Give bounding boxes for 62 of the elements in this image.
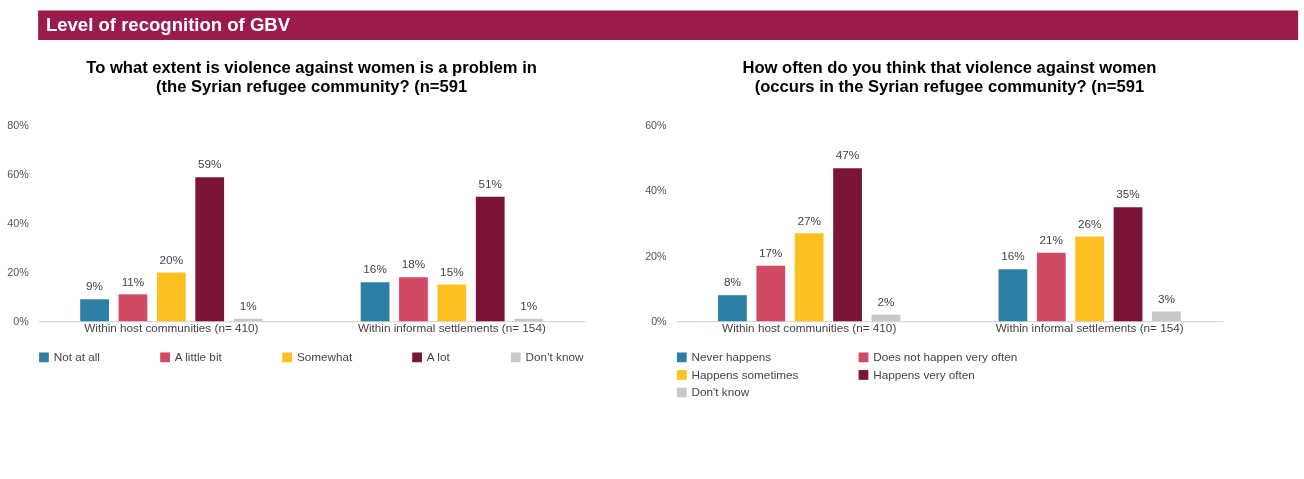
bar bbox=[998, 269, 1028, 322]
x-tick-label: Within host communities (n= 410) bbox=[722, 321, 897, 335]
legend-label: Don’t know bbox=[525, 350, 585, 364]
data-label: 59% bbox=[197, 157, 222, 171]
x-tick-label: Within host communities (n= 410) bbox=[84, 321, 259, 335]
legend-label: Does not happen very often bbox=[873, 350, 1018, 364]
y-tick-label: 60% bbox=[7, 168, 30, 181]
y-tick-label: 40% bbox=[7, 216, 30, 229]
bar bbox=[80, 299, 109, 322]
bar bbox=[399, 277, 428, 322]
data-label: 47% bbox=[835, 148, 860, 162]
legend-label: Somewhat bbox=[296, 350, 354, 364]
data-label: 20% bbox=[159, 252, 184, 266]
y-tick-label: 20% bbox=[7, 265, 30, 278]
legend-label: A lot bbox=[426, 350, 451, 364]
y-tick-label: 40% bbox=[645, 184, 668, 197]
y-tick-label: 20% bbox=[645, 249, 668, 262]
legend-label: Happens sometimes bbox=[691, 367, 799, 381]
data-label: 16% bbox=[363, 262, 387, 276]
legend-label: Don't know bbox=[691, 385, 750, 399]
data-label: 3% bbox=[1157, 291, 1175, 305]
bar bbox=[1075, 236, 1105, 322]
data-label: 17% bbox=[759, 246, 783, 260]
x-tick-label: Within informal settlements (n= 154) bbox=[357, 321, 546, 335]
legend-label: Happens very often bbox=[873, 367, 975, 381]
data-label: 51% bbox=[478, 176, 502, 190]
y-tick-label: 80% bbox=[7, 119, 30, 132]
legend-label: Not at all bbox=[53, 350, 100, 364]
bar bbox=[360, 282, 390, 322]
data-label: 18% bbox=[401, 257, 426, 271]
data-label: 11% bbox=[121, 274, 145, 288]
bar bbox=[1113, 207, 1143, 322]
y-tick-label: 0% bbox=[651, 314, 668, 327]
data-label: 26% bbox=[1077, 216, 1102, 230]
text: Level of recognition of GBV bbox=[45, 14, 291, 36]
data-label: 27% bbox=[797, 213, 821, 227]
data-label: 8% bbox=[723, 275, 741, 289]
data-label: 21% bbox=[1039, 233, 1064, 247]
data-label: 35% bbox=[1116, 187, 1140, 201]
bar bbox=[1036, 252, 1066, 322]
bar bbox=[195, 177, 225, 322]
data-label: 1% bbox=[239, 298, 257, 312]
y-tick-label: 0% bbox=[13, 314, 30, 327]
bar bbox=[437, 284, 467, 322]
chart-title: To what extent is violence against women is a problem in (the Syrian refugee community? (n=591 bbox=[86, 58, 537, 96]
data-label: 15% bbox=[440, 264, 464, 278]
data-label: 2% bbox=[877, 294, 895, 308]
bar bbox=[156, 272, 186, 322]
legend-label: Never happens bbox=[691, 350, 772, 364]
data-label: 16% bbox=[1001, 249, 1025, 263]
x-tick-label: Within informal settlements (n= 154) bbox=[995, 321, 1184, 335]
data-label: 1% bbox=[520, 298, 538, 312]
data-label: 9% bbox=[86, 279, 104, 293]
bar bbox=[475, 196, 505, 322]
bar bbox=[756, 265, 786, 322]
bar bbox=[794, 233, 824, 322]
legend-label: A little bit bbox=[174, 350, 223, 364]
bar bbox=[833, 168, 862, 322]
chart-title: How often do you think that violence against women (occurs in the Syrian refugee community? (n=591 bbox=[742, 58, 1157, 96]
y-tick-label: 60% bbox=[645, 119, 668, 132]
bar bbox=[118, 294, 148, 322]
bar bbox=[718, 295, 747, 322]
